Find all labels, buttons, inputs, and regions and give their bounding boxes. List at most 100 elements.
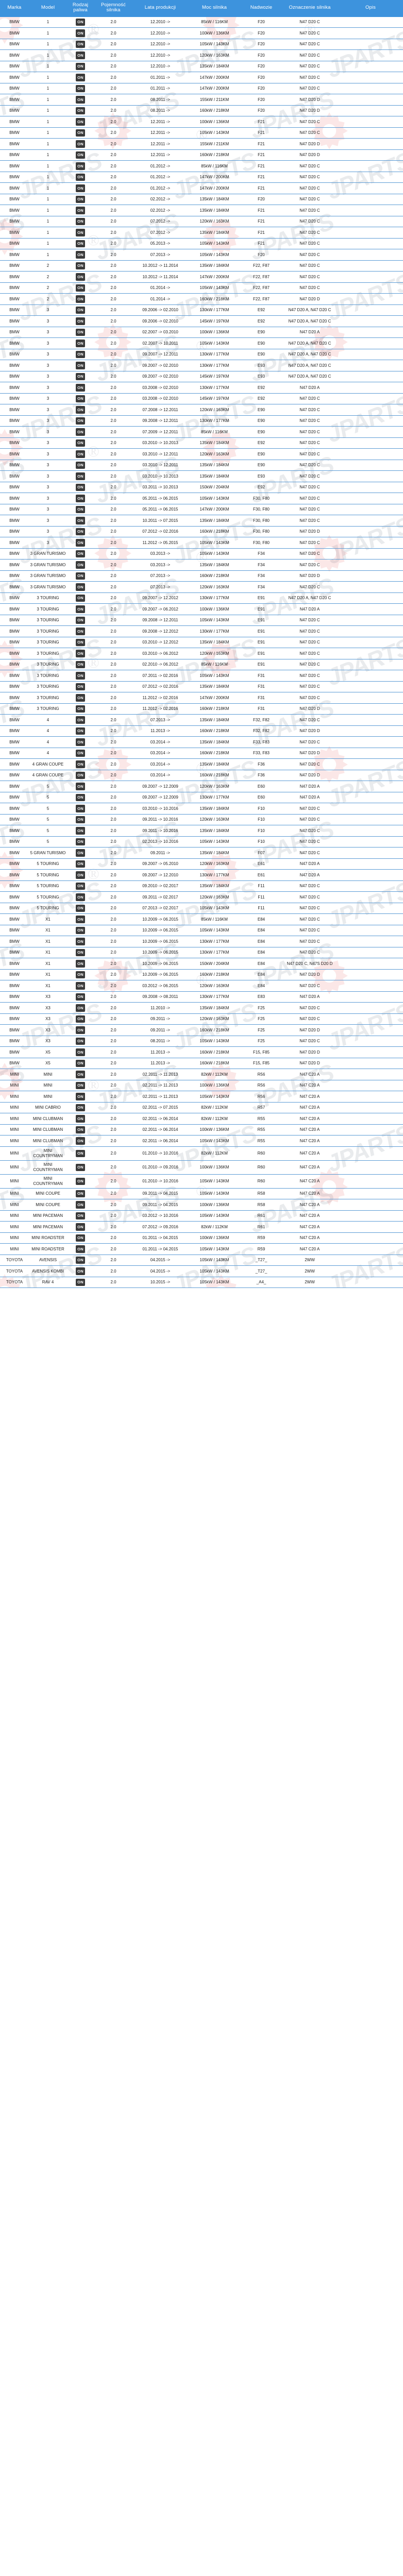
table-row[interactable]: TOYOTA AVENSIS ON 2.0 04.2015 -> 105kW / 143K… [0,1254,403,1266]
table-row[interactable]: BMW 3 TOURING ON 2.0 11.2012 -> 02.2016 160kW… [0,703,403,715]
column-header-opis[interactable]: Opis [338,0,403,17]
table-row[interactable]: BMW 5 TOURING ON 2.0 09.2011 -> 02.2017 120kW… [0,891,403,903]
table-row[interactable]: BMW 1 ON 2.0 01.2011 -> 147kW / 200KM F20 N47 D… [0,82,403,94]
table-row[interactable]: BMW 3 TOURING ON 2.0 09.2008 -> 12.2012 130kW… [0,625,403,637]
column-header-model[interactable]: Model [29,0,67,17]
column-header-lata-produkcji[interactable]: Lata produkcji [133,0,188,17]
table-row[interactable]: BMW 3 ON 2.0 03.2008 -> 02.2010 130kW / 177KM… [0,382,403,394]
table-row[interactable]: BMW 1 ON 2.0 05.2013 -> 105kW / 143KM F21 N47 D… [0,238,403,249]
table-row[interactable]: BMW X1 ON 2.0 10.2009 -> 06.2015 150kW / 204K… [0,958,403,970]
table-row[interactable]: BMW 4 GRAN COUPE ON 2.0 03.2014 -> 160kW / 21… [0,769,403,781]
table-row[interactable]: BMW 3 TOURING ON 2.0 11.2012 -> 02.2016 147kW… [0,692,403,704]
table-row[interactable]: BMW X5 ON 2.0 11.2013 -> 160kW / 218KM F15, F8… [0,1046,403,1058]
table-row[interactable]: BMW 1 ON 2.0 12.2011 -> 160kW / 218KM F21 N47 D… [0,149,403,161]
table-row[interactable]: BMW 3 GRAN TURISMO ON 2.0 07.2013 -> 120kW / … [0,581,403,593]
table-row[interactable]: MINI MINI ROADSTER ON 2.0 01.2011 -> 04.2015… [0,1232,403,1244]
column-header-oznaczenie-silnika[interactable]: Oznaczenie silnika [281,0,338,17]
table-row[interactable]: BMW 3 ON 2.0 09.2006 -> 02.2010 130kW / 177KM… [0,304,403,316]
table-row[interactable]: BMW 5 TOURING ON 2.0 09.2007 -> 12.2010 130kW… [0,869,403,881]
table-row[interactable]: BMW 4 ON 2.0 07.2013 -> 135kW / 184KM F32, F82… [0,714,403,726]
table-row[interactable]: BMW 3 TOURING ON 2.0 03.2010 -> 06.2012 120kW… [0,648,403,659]
table-row[interactable]: BMW 3 ON 2.0 09.2008 -> 12.2011 130kW / 177KM… [0,415,403,427]
table-row[interactable]: MINI MINI ON 2.0 02.2011 -> 11.2013 105kW / 1… [0,1091,403,1103]
table-row[interactable]: BMW 2 ON 2.0 10.2012 -> 11.2014 135kW / 184KM… [0,260,403,272]
table-row[interactable]: BMW 1 ON 2.0 01.2012 -> 147kW / 200KM F21 N47 D… [0,171,403,183]
table-row[interactable]: BMW 3 ON 2.0 09.2006 -> 02.2010 145kW / 197KM… [0,315,403,327]
table-row[interactable]: MINI MINI ON 2.0 02.2011 -> 11.2013 100kW / 1… [0,1079,403,1091]
table-row[interactable]: BMW 2 ON 2.0 10.2012 -> 11.2014 147kW / 200KM… [0,271,403,283]
table-row[interactable]: BMW 3 TOURING ON 2.0 02.2010 -> 06.2012 85kW … [0,658,403,670]
table-row[interactable]: TOYOTA RAV 4 ON 2.0 10.2015 -> 105kW / 143KM _… [0,1276,403,1289]
table-row[interactable]: BMW 4 GRAN COUPE ON 2.0 03.2014 -> 135kW / 18… [0,758,403,770]
table-row[interactable]: BMW 3 ON 2.0 03.2010 -> 10.2013 135kW / 184KM… [0,437,403,449]
table-row[interactable]: BMW 1 ON 2.0 12.2011 -> 155kW / 211KM F21 N47 D… [0,138,403,150]
table-row[interactable]: BMW 5 GRAN TURISMO ON 2.0 09.2011 -> 135kW / … [0,847,403,859]
column-header-moc-silnika[interactable]: Moc silnika [188,0,241,17]
table-row[interactable]: BMW 5 ON 2.0 02.2013 -> 10.2016 105kW / 143KM… [0,836,403,848]
table-row[interactable]: BMW 3 TOURING ON 2.0 07.2012 -> 02.2016 135kW… [0,681,403,692]
table-row[interactable]: BMW X1 ON 2.0 10.2009 -> 06.2015 130kW / 177K… [0,936,403,947]
table-row[interactable]: TOYOTA AVENSIS KOMBI ON 2.0 04.2015 -> 105kW … [0,1265,403,1277]
table-row[interactable]: BMW 3 ON 2.0 03.2010 -> 10.2013 135kW / 184KM… [0,470,403,482]
table-row[interactable]: BMW 2 ON 2.0 01.2014 -> 105kW / 143KM F22, F87… [0,282,403,294]
table-row[interactable]: BMW 3 TOURING ON 2.0 03.2010 -> 12.2012 135kW… [0,636,403,648]
table-row[interactable]: BMW X3 ON 2.0 09.2011 -> 120kW / 163KM F25 N47 … [0,1013,403,1025]
table-row[interactable]: BMW 3 GRAN TURISMO ON 2.0 03.2013 -> 105kW / … [0,548,403,560]
table-row[interactable]: BMW 1 ON 2.0 12.2010 -> 105kW / 143KM F20 N47 D… [0,38,403,50]
table-row[interactable]: MINI MINI CABRIO ON 2.0 02.2011 -> 07.2015 82… [0,1101,403,1113]
table-row[interactable]: BMW 3 ON 2.0 09.2007 -> 12.2011 130kW / 177KM… [0,348,403,360]
table-row[interactable]: MINI MINI ROADSTER ON 2.0 01.2011 -> 04.2015… [0,1243,403,1255]
table-row[interactable]: MINI MINI COUPE ON 2.0 09.2011 -> 04.2015 105… [0,1188,403,1199]
table-row[interactable]: BMW 3 ON 2.0 05.2011 -> 06.2015 105kW / 143KM… [0,493,403,504]
table-row[interactable]: BMW 3 ON 2.0 07.2009 -> 12.2011 85kW / 116KM E… [0,426,403,438]
table-row[interactable]: BMW X1 ON 2.0 10.2009 -> 06.2015 160kW / 218K… [0,969,403,980]
table-row[interactable]: BMW 3 GRAN TURISMO ON 2.0 03.2013 -> 135kW / … [0,559,403,571]
table-row[interactable]: BMW X1 ON 2.0 10.2009 -> 06.2015 85kW / 116KM… [0,913,403,925]
column-header-rodzaj-paliwa[interactable]: Rodzaj paliwa [67,0,94,17]
table-row[interactable]: BMW 2 ON 2.0 01.2014 -> 160kW / 218KM F22, F87… [0,293,403,305]
table-row[interactable]: BMW 4 ON 2.0 03.2014 -> 160kW / 218KM F33, F83… [0,747,403,759]
table-row[interactable]: BMW 5 TOURING ON 2.0 07.2013 -> 02.2017 105kW… [0,902,403,914]
table-row[interactable]: BMW 1 ON 2.0 02.2012 -> 135kW / 184KM F21 N47 D… [0,205,403,216]
column-header-nadwozie[interactable]: Nadwozie [241,0,281,17]
table-row[interactable]: MINI MINI CLUBMAN ON 2.0 02.2011 -> 06.2014 1… [0,1124,403,1136]
table-row[interactable]: BMW 3 ON 2.0 10.2011 -> 07.2015 135kW / 184KM… [0,515,403,527]
table-row[interactable]: MINI MINI COUNTRYMAN ON 2.0 01.2010 -> 10.20… [0,1174,403,1189]
table-row[interactable]: BMW 1 ON 2.0 12.2011 -> 105kW / 143KM F21 N47 D… [0,127,403,139]
table-row[interactable]: MINI MINI COUNTRYMAN ON 2.0 01.2010 -> 10.20… [0,1146,403,1161]
table-row[interactable]: BMW X3 ON 2.0 11.2010 -> 135kW / 184KM F25 N47 … [0,1002,403,1014]
table-row[interactable]: BMW 3 ON 2.0 02.2007 -> 10.2011 105kW / 143KM… [0,337,403,349]
table-row[interactable]: BMW 3 ON 2.0 09.2007 -> 02.2010 145kW / 197KM… [0,370,403,382]
table-row[interactable]: BMW 5 ON 2.0 09.2007 -> 12.2009 130kW / 177KM… [0,791,403,803]
table-row[interactable]: MINI MINI COUPE ON 2.0 09.2011 -> 04.2015 100… [0,1199,403,1211]
table-row[interactable]: MINI MINI COUNTRYMAN ON 2.0 01.2010 -> 09.20… [0,1160,403,1175]
table-row[interactable]: BMW 1 ON 2.0 01.2011 -> 147kW / 200KM F20 N47 D… [0,72,403,83]
table-row[interactable]: BMW 1 ON 2.0 08.2011 -> 155kW / 211KM F20 N47 D… [0,94,403,106]
table-row[interactable]: BMW 1 ON 2.0 01.2012 -> 85kW / 116KM F21 N47 D2… [0,160,403,172]
table-row[interactable]: BMW 1 ON 2.0 12.2010 -> 120kW / 163KM F20 N47 D… [0,49,403,61]
table-row[interactable]: BMW 1 ON 2.0 12.2010 -> 85kW / 116KM F20 N47 D2… [0,16,403,28]
table-row[interactable]: BMW 5 ON 2.0 03.2010 -> 10.2016 135kW / 184KM… [0,803,403,815]
table-row[interactable]: BMW 3 ON 2.0 07.2012 -> 02.2016 160kW / 218KM… [0,526,403,537]
table-row[interactable]: BMW X1 ON 2.0 03.2012 -> 06.2015 120kW / 163K… [0,980,403,992]
table-row[interactable]: BMW 1 ON 2.0 07.2012 -> 135kW / 184KM F21 N47 D… [0,227,403,239]
table-row[interactable]: BMW X1 ON 2.0 10.2009 -> 06.2015 130kW / 177K… [0,946,403,958]
table-row[interactable]: BMW 1 ON 2.0 12.2010 -> 135kW / 184KM F20 N47 D… [0,60,403,72]
table-row[interactable]: BMW 1 ON 2.0 12.2011 -> 100kW / 136KM F21 N47 D… [0,116,403,128]
table-row[interactable]: BMW X5 ON 2.0 11.2013 -> 160kW / 218KM F15, F8… [0,1057,403,1069]
table-row[interactable]: BMW 3 GRAN TURISMO ON 2.0 07.2013 -> 160kW / … [0,570,403,582]
table-row[interactable]: BMW 1 ON 2.0 01.2012 -> 147kW / 200KM F21 N47 D… [0,182,403,194]
table-row[interactable]: BMW X3 ON 2.0 08.2011 -> 105kW / 143KM F25 N47 … [0,1035,403,1047]
table-row[interactable]: BMW 3 TOURING ON 2.0 09.2007 -> 06.2012 100kW… [0,603,403,615]
table-row[interactable]: MINI MINI PACEMAN ON 2.0 07.2012 -> 09.2016 8… [0,1221,403,1233]
table-row[interactable]: BMW 3 TOURING ON 2.0 07.2011 -> 02.2016 105kW… [0,670,403,682]
table-row[interactable]: BMW 3 ON 2.0 03.2010 -> 12.2011 120kW / 163KM… [0,448,403,460]
table-row[interactable]: BMW 5 TOURING ON 2.0 09.2007 -> 05.2010 120kW… [0,858,403,870]
table-row[interactable]: BMW X1 ON 2.0 10.2009 -> 06.2015 105kW / 143K… [0,924,403,936]
table-row[interactable]: BMW 3 ON 2.0 03.2008 -> 02.2010 145kW / 197KM… [0,393,403,404]
table-row[interactable]: MINI MINI CLUBMAN ON 2.0 02.2011 -> 06.2014 8… [0,1113,403,1125]
table-row[interactable]: MINI MINI ON 2.0 02.2011 -> 11.2013 82kW / 11… [0,1069,403,1080]
table-row[interactable]: BMW 5 ON 2.0 09.2011 -> 10.2016 120kW / 163KM… [0,814,403,825]
table-row[interactable]: BMW 3 ON 2.0 05.2011 -> 06.2015 147kW / 200KM… [0,503,403,515]
table-row[interactable]: MINI MINI CLUBMAN ON 2.0 02.2011 -> 06.2014 1… [0,1135,403,1147]
